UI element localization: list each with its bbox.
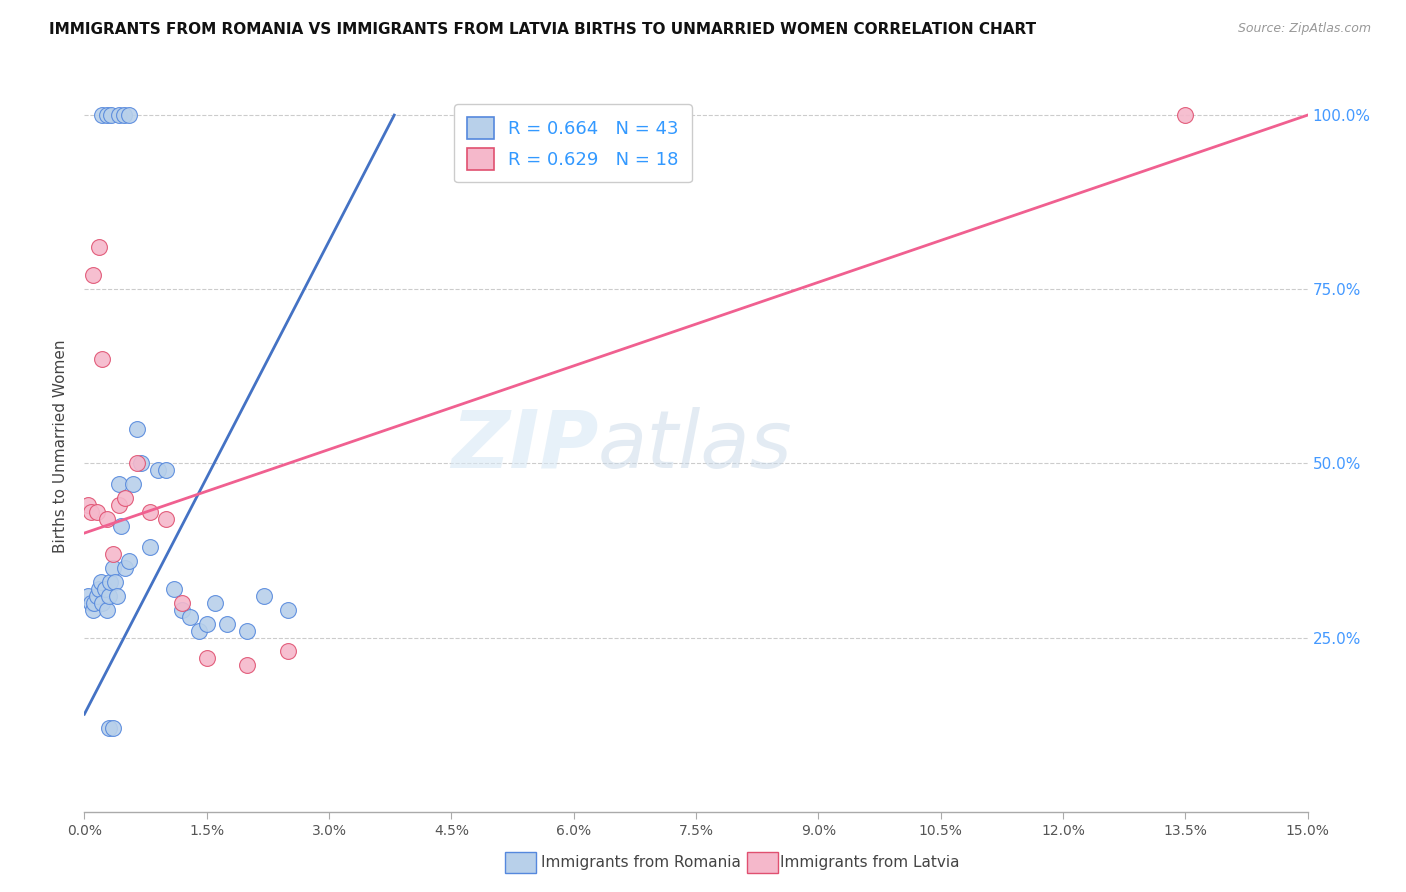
Point [195, 651, 218, 665]
Point [195, 616, 218, 631]
Text: ZIP: ZIP [451, 407, 598, 485]
Text: Immigrants from Latvia: Immigrants from Latvia [780, 855, 960, 870]
FancyBboxPatch shape [747, 852, 778, 873]
Point [277, 644, 299, 658]
Point [82, 268, 104, 283]
Point [127, 457, 149, 471]
Point [77, 589, 100, 603]
Text: Source: ZipAtlas.com: Source: ZipAtlas.com [1237, 22, 1371, 36]
Point [105, 589, 128, 603]
Point [277, 603, 299, 617]
Point [127, 421, 149, 435]
Point [114, 491, 136, 506]
Point [82, 603, 104, 617]
Point [118, 554, 141, 568]
Point [104, 574, 127, 589]
Point [155, 463, 177, 477]
Point [80, 596, 103, 610]
Point [253, 589, 276, 603]
Point [107, 498, 129, 512]
Point [204, 596, 226, 610]
Point [1174, 108, 1197, 122]
Point [138, 505, 160, 519]
Point [101, 561, 124, 575]
Text: Immigrants from Romania: Immigrants from Romania [541, 855, 741, 870]
Text: IMMIGRANTS FROM ROMANIA VS IMMIGRANTS FROM LATVIA BIRTHS TO UNMARRIED WOMEN CORR: IMMIGRANTS FROM ROMANIA VS IMMIGRANTS FR… [49, 22, 1036, 37]
Point [138, 540, 160, 554]
Point [236, 624, 259, 638]
Text: atlas: atlas [598, 407, 793, 485]
Point [118, 108, 141, 122]
Point [100, 108, 122, 122]
Point [131, 457, 153, 471]
Point [83, 596, 105, 610]
Point [236, 658, 259, 673]
Point [107, 108, 129, 122]
Point [163, 582, 186, 596]
Point [146, 463, 169, 477]
Point [86, 589, 108, 603]
Point [114, 561, 136, 575]
Point [101, 721, 124, 735]
Point [96, 108, 118, 122]
Point [97, 589, 120, 603]
Point [100, 574, 122, 589]
Point [179, 609, 201, 624]
Point [107, 477, 129, 491]
Y-axis label: Births to Unmarried Women: Births to Unmarried Women [53, 339, 69, 553]
Point [87, 240, 110, 254]
FancyBboxPatch shape [505, 852, 536, 873]
Point [101, 547, 124, 561]
Point [91, 596, 114, 610]
Legend: R = 0.664   N = 43, R = 0.629   N = 18: R = 0.664 N = 43, R = 0.629 N = 18 [454, 104, 692, 182]
Point [110, 519, 132, 533]
Point [172, 596, 194, 610]
Point [97, 721, 120, 735]
Point [172, 603, 194, 617]
Point [217, 616, 239, 631]
Point [96, 603, 118, 617]
Point [122, 477, 145, 491]
Point [93, 582, 115, 596]
Point [87, 582, 110, 596]
Point [91, 108, 114, 122]
Point [91, 351, 114, 366]
Point [96, 512, 118, 526]
Point [155, 512, 177, 526]
Point [112, 108, 135, 122]
Point [86, 505, 108, 519]
Point [77, 498, 100, 512]
Point [187, 624, 209, 638]
Point [80, 505, 103, 519]
Point [90, 574, 112, 589]
